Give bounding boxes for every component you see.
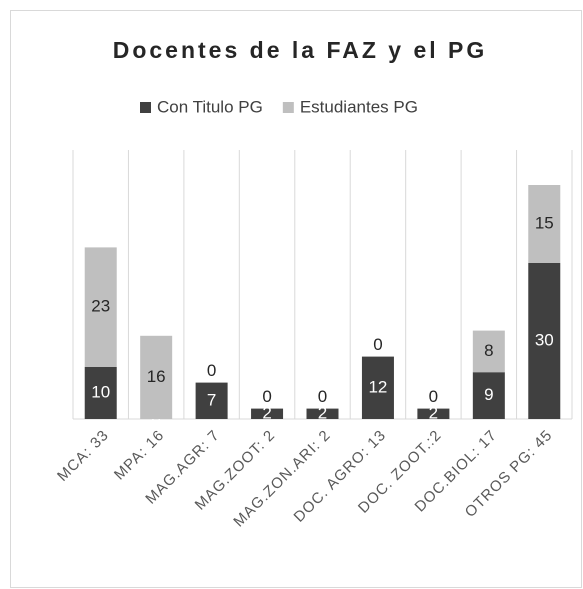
- bar-segment: [472, 330, 505, 373]
- chart-title: Docentes de la FAZ y el PG: [113, 37, 488, 63]
- data-label: 8: [484, 341, 493, 360]
- legend-label: Con Titulo PG: [157, 97, 263, 116]
- data-label: 2: [318, 403, 327, 422]
- legend-swatch: [282, 102, 294, 113]
- data-label: 30: [535, 330, 554, 349]
- bar-segment: [140, 335, 173, 419]
- data-label: 2: [429, 403, 438, 422]
- bar-segment: [528, 263, 561, 419]
- bar-segment: [361, 356, 394, 419]
- data-label: 16: [147, 367, 166, 386]
- bar-segment: [195, 382, 228, 419]
- legend-swatch: [140, 102, 151, 113]
- data-label: 0: [373, 335, 382, 354]
- bar-segment: [84, 367, 117, 419]
- bar-segment: [251, 408, 284, 419]
- bar-segment: [306, 408, 339, 419]
- data-label: 12: [368, 377, 387, 396]
- data-label: 0: [207, 361, 216, 380]
- data-label: 0: [262, 387, 271, 406]
- legend-label: Estudiantes PG: [300, 97, 418, 116]
- bar-segment: [417, 408, 450, 419]
- data-label: 0: [318, 387, 327, 406]
- data-label: 15: [535, 213, 554, 232]
- bar-segment: [84, 247, 117, 367]
- data-label: 23: [91, 297, 110, 316]
- data-label: 2: [262, 403, 271, 422]
- data-label: 0: [429, 387, 438, 406]
- data-label: 9: [484, 385, 493, 404]
- bar-segment: [528, 185, 561, 263]
- bar-segment: [472, 372, 505, 419]
- data-label: 10: [91, 382, 110, 401]
- data-label: 7: [207, 390, 216, 409]
